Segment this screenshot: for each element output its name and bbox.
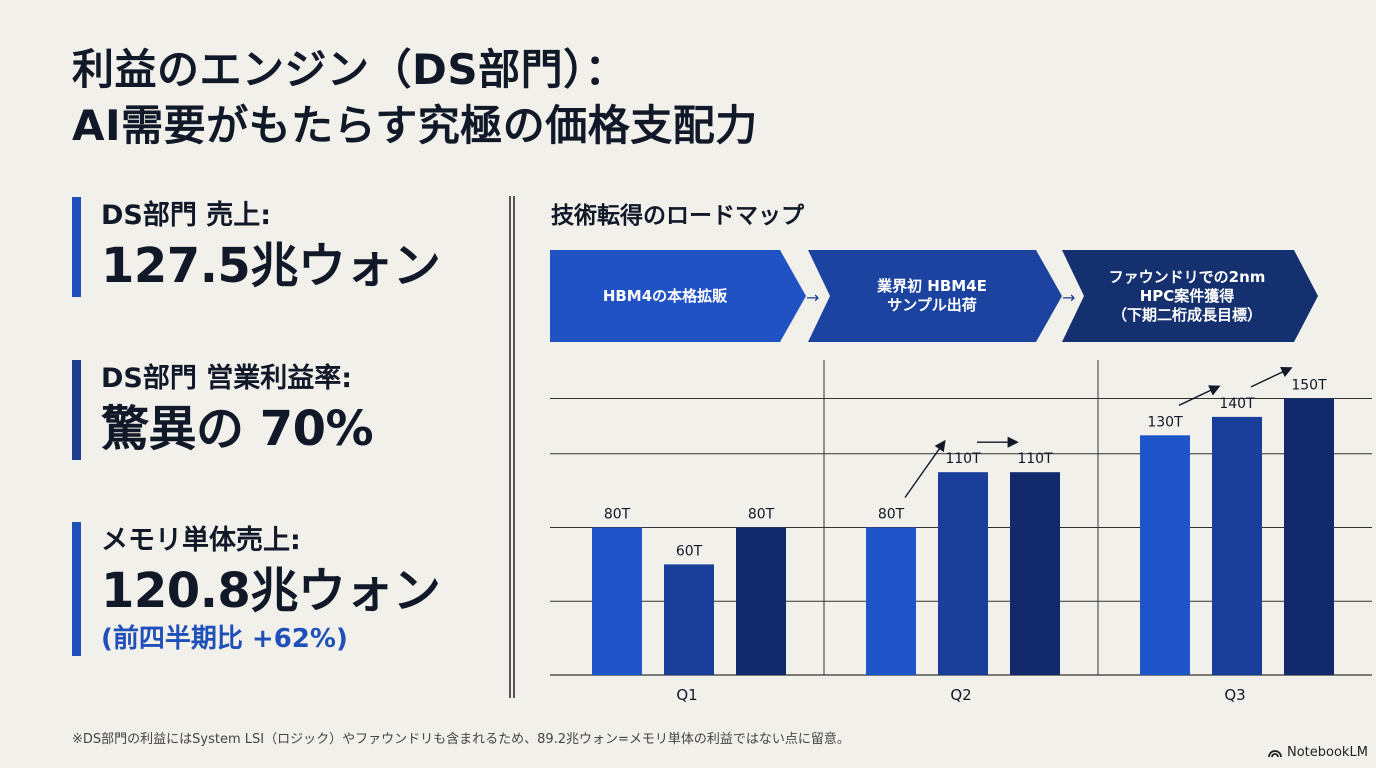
bar	[664, 564, 714, 675]
data-label: 140T	[1219, 396, 1255, 412]
bar	[1010, 472, 1060, 675]
bar	[592, 527, 642, 675]
kpi-label: メモリ単体売上:	[101, 525, 301, 556]
bar	[1140, 435, 1190, 675]
data-label: 110T	[945, 451, 981, 467]
bar	[1284, 398, 1334, 675]
bar-chart: 80T 60T 80T Q1 80T 110T 110T Q2 130T 140T 150T Q3	[550, 360, 1372, 704]
data-label: 80T	[878, 507, 905, 523]
title-line-1: 利益のエンジン（DS部門）：	[72, 45, 628, 94]
growth-arrow-icon	[904, 439, 946, 498]
growth-arrow-icon	[1178, 385, 1221, 406]
kpi-value: 驚異の 70%	[101, 401, 374, 457]
x-tick-label: Q3	[1224, 686, 1245, 704]
brand: NotebookLM	[1268, 745, 1368, 760]
data-label: 80T	[748, 507, 775, 523]
kpi-label: DS部門 売上:	[101, 200, 272, 231]
notebooklm-logo-icon	[1268, 749, 1282, 757]
data-label: 80T	[604, 507, 631, 523]
kpi-label: DS部門 営業利益率:	[101, 363, 353, 394]
phase-shape	[1062, 250, 1318, 342]
phase-shape	[808, 250, 1062, 342]
x-tick-label: Q2	[950, 686, 971, 704]
data-label: 110T	[1017, 451, 1053, 467]
title-line-2: AI需要がもたらす究極の価格支配力	[72, 101, 758, 150]
phase-label: ファウンドリでの2nm HPC案件獲得 （下期二桁成長目標）	[1108, 267, 1266, 324]
x-tick-label: Q1	[676, 686, 697, 704]
bar	[736, 527, 786, 675]
growth-arrow-icon	[1250, 366, 1293, 388]
data-label: 60T	[676, 543, 703, 559]
kpi-ds-revenue: DS部門 売上: 127.5兆ウォン	[72, 197, 472, 297]
data-label: 150T	[1291, 377, 1327, 393]
page-title: 利益のエンジン（DS部門）： AI需要がもたらす究極の価格支配力	[72, 42, 758, 154]
arrow-right-icon: →	[806, 288, 820, 307]
phase-label: 業界初 HBM4E サンプル出荷	[877, 277, 987, 314]
bar	[938, 472, 988, 675]
roadmap-phase-2: 業界初 HBM4E サンプル出荷	[808, 250, 1062, 342]
roadmap-phase-1: HBM4の本格拡販	[550, 250, 806, 342]
bar	[1212, 416, 1262, 675]
roadmap-title: 技術転得のロードマップ	[551, 203, 804, 229]
kpi-sub: (前四半期比 +62%)	[101, 624, 348, 654]
section-divider	[509, 196, 515, 698]
kpi-value: 120.8兆ウォン	[101, 563, 441, 619]
kpi-memory-revenue: メモリ単体売上: 120.8兆ウォン (前四半期比 +62%)	[72, 522, 472, 656]
brand-name: NotebookLM	[1287, 745, 1368, 760]
data-label: 130T	[1147, 414, 1183, 430]
phase-label: HBM4の本格拡販	[602, 286, 728, 305]
bar	[866, 527, 916, 675]
arrow-right-icon: →	[1062, 288, 1076, 307]
footnote: ※DS部門の利益にはSystem LSI（ロジック）やファウンドリも含まれるため…	[72, 732, 850, 747]
kpi-ds-margin: DS部門 営業利益率: 驚異の 70%	[72, 360, 472, 460]
kpi-value: 127.5兆ウォン	[101, 238, 441, 294]
roadmap-phase-3: ファウンドリでの2nm HPC案件獲得 （下期二桁成長目標）	[1062, 250, 1318, 342]
phase-shape	[550, 250, 806, 342]
